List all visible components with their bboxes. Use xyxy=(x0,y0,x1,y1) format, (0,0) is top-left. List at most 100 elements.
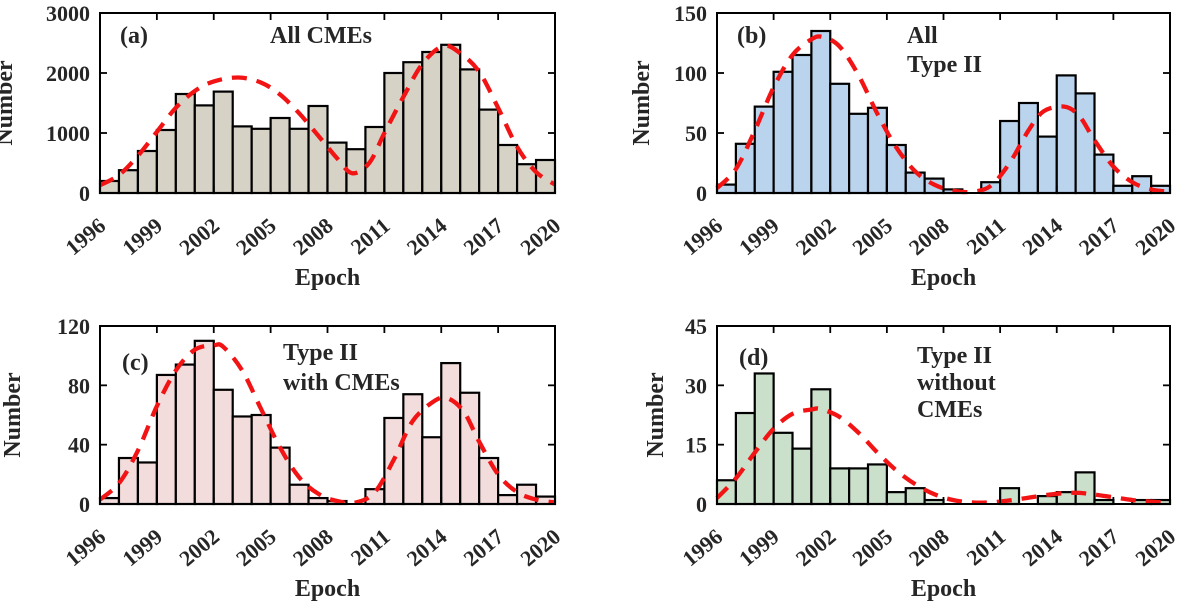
x-tick-label: 2020 xyxy=(1130,524,1180,571)
bar-2002 xyxy=(212,388,234,506)
x-tick-label: 1999 xyxy=(117,524,167,571)
bar-2017 xyxy=(497,494,519,506)
bar-2004 xyxy=(866,463,888,506)
bar-2015 xyxy=(1074,92,1096,195)
bar-2003 xyxy=(848,467,870,506)
bar-2017 xyxy=(1112,184,1134,195)
bar-1998 xyxy=(136,461,158,506)
bar-2017 xyxy=(497,143,519,195)
fit-curve xyxy=(715,34,1171,195)
y-tick-label: 3000 xyxy=(46,1,90,26)
x-tick-label: 2002 xyxy=(791,524,841,571)
bar-2002 xyxy=(212,90,234,195)
panel-c: 1996 1999 2002 2005 2008 2011 2014 2017 2020 0 40 8… xyxy=(0,314,565,602)
y-tick-label: 0 xyxy=(696,492,707,517)
bar-1999 xyxy=(155,373,177,506)
x-axis-label: Epoch xyxy=(911,576,976,602)
x-tick-label: 2002 xyxy=(791,213,841,260)
bar-2016 xyxy=(478,456,500,506)
x-tick-label: 2005 xyxy=(231,524,281,571)
bar-2003 xyxy=(848,112,870,195)
fit-curve xyxy=(98,342,556,506)
panel-letter: (d) xyxy=(739,345,768,371)
bar-2004 xyxy=(250,127,272,195)
bar-2001 xyxy=(810,29,832,195)
bar-2014 xyxy=(1055,74,1077,195)
bar-2006 xyxy=(288,127,310,195)
x-tick-label: 2014 xyxy=(1017,524,1067,571)
bar-2014 xyxy=(440,43,462,195)
panel-a: 1996 1999 2002 2005 2008 2011 2014 2017 2020 0 100… xyxy=(0,1,565,291)
y-axis-label: Number xyxy=(629,60,655,146)
bar-2013 xyxy=(1036,494,1058,506)
bar-2015 xyxy=(459,391,481,506)
x-tick-label: 2017 xyxy=(1074,213,1124,260)
x-tick-label: 2017 xyxy=(459,213,509,260)
bar-2005 xyxy=(269,116,291,195)
bar-2012 xyxy=(1017,101,1039,195)
panel-b: 1996 1999 2002 2005 2008 2011 2014 2017 2020 0 50 1… xyxy=(629,1,1180,291)
panel-d: 1996 1999 2002 2005 2008 2011 2014 2017 2020 0 15 3… xyxy=(643,314,1180,602)
bar-2006 xyxy=(904,487,926,506)
y-tick-label: 100 xyxy=(674,61,707,86)
bar-2013 xyxy=(421,50,443,195)
x-tick-label: 2005 xyxy=(847,524,897,571)
x-tick-label: 1996 xyxy=(60,213,110,260)
bar-2013 xyxy=(421,436,443,506)
bar-2001 xyxy=(810,388,832,506)
x-tick-label: 2008 xyxy=(904,524,954,571)
bar-2015 xyxy=(1074,471,1096,506)
bar-1997 xyxy=(117,169,140,195)
bar-1999 xyxy=(772,70,794,195)
bar-1998 xyxy=(136,149,158,195)
x-tick-label: 2011 xyxy=(961,213,1010,260)
y-tick-label: 50 xyxy=(685,121,707,146)
x-tick-label: 2005 xyxy=(847,213,897,260)
panel-letter: (b) xyxy=(737,23,766,49)
bar-2012 xyxy=(402,61,424,195)
y-tick-label: 150 xyxy=(674,1,707,26)
panel-title-line: Type II xyxy=(283,340,358,366)
x-tick-label: 1996 xyxy=(677,213,727,260)
x-tick-label: 2017 xyxy=(1074,524,1124,571)
x-tick-label: 2014 xyxy=(1017,213,1067,260)
bar-2003 xyxy=(231,415,253,506)
bar-2002 xyxy=(829,467,851,506)
panel-title-line: Type II xyxy=(917,343,992,369)
y-tick-label: 0 xyxy=(79,181,90,206)
bar-2000 xyxy=(791,53,813,195)
panel-title-line: All xyxy=(907,23,938,49)
x-tick-label: 2011 xyxy=(961,524,1010,571)
y-tick-label: 40 xyxy=(68,433,90,458)
y-tick-label: 30 xyxy=(685,373,707,398)
bar-2000 xyxy=(174,363,196,506)
panel-title-line: Type II xyxy=(907,52,982,78)
panel-letter: (a) xyxy=(120,23,148,49)
bar-2004 xyxy=(866,106,888,195)
bar-2011 xyxy=(383,71,405,195)
bar-2018 xyxy=(515,483,538,506)
panel-title-line: CMEs xyxy=(917,397,982,423)
y-axis-label: Number xyxy=(0,372,26,458)
bar-2012 xyxy=(402,393,424,506)
bar-1999 xyxy=(155,128,177,195)
x-tick-label: 2020 xyxy=(515,213,565,260)
y-axis-label: Number xyxy=(0,60,18,146)
panel-title-line: without xyxy=(917,370,996,396)
bar-2015 xyxy=(459,68,481,195)
x-tick-label: 2008 xyxy=(288,213,338,260)
bar-2004 xyxy=(250,413,272,506)
bar-2003 xyxy=(231,125,253,195)
bar-2005 xyxy=(885,491,907,506)
x-tick-label: 2011 xyxy=(346,524,395,571)
bar-2016 xyxy=(478,108,500,195)
bar-2001 xyxy=(193,104,215,195)
x-tick-label: 2014 xyxy=(402,213,452,260)
y-tick-label: 120 xyxy=(57,314,90,339)
x-tick-label: 1999 xyxy=(734,213,784,260)
x-tick-label: 1996 xyxy=(60,524,110,571)
bar-2000 xyxy=(791,447,813,506)
bar-2013 xyxy=(1036,135,1058,195)
y-tick-label: 2000 xyxy=(46,61,90,86)
